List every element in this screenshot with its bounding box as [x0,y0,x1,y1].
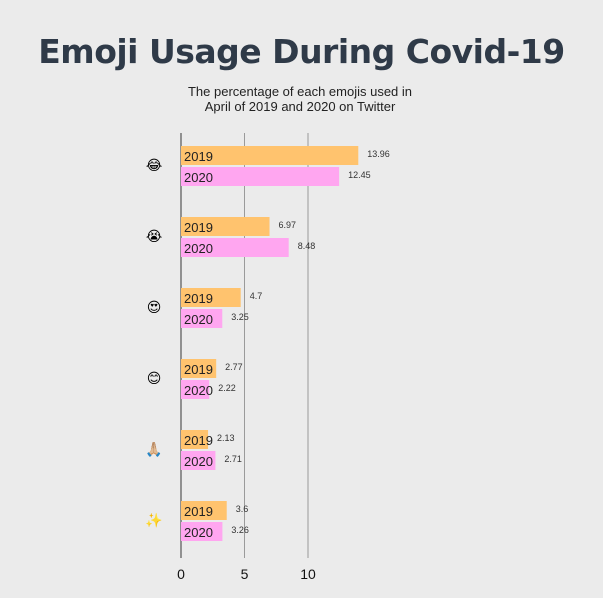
data-label: 2.22 [218,383,236,393]
bar-series-label: 2020 [184,383,213,398]
bar-series-label: 2020 [184,454,213,469]
bar-series-label: 2019 [184,291,213,306]
category-emoji-label: 😊 [147,371,162,387]
bar [181,217,270,236]
data-label: 6.97 [279,220,297,230]
bar [181,430,209,449]
bar [181,359,217,378]
bar [181,451,216,470]
bar-series-label: 2019 [184,149,213,164]
data-label: 2.71 [224,454,242,464]
bar [181,238,289,257]
bar-series-label: 2020 [184,312,213,327]
bar-series-label: 2019 [184,433,213,448]
chart-title: Emoji Usage During Covid-19 [38,32,565,71]
bar [181,522,223,541]
bar-series-label: 2020 [184,241,213,256]
category-emoji-label: 😍 [147,300,162,316]
chart-subtitle: The percentage of each emojis used in Ap… [120,84,480,114]
category-emoji-label: 😂 [146,158,162,174]
bar-series-label: 2019 [184,362,213,377]
x-tick-label: 0 [177,566,185,582]
data-label: 3.25 [231,312,249,322]
bar [181,167,340,186]
data-label: 3.6 [236,504,249,514]
subtitle-line-2: April of 2019 and 2020 on Twitter [204,99,396,114]
bar-series-label: 2020 [184,170,213,185]
data-label: 12.45 [348,170,371,180]
bar [181,146,359,165]
bar [181,288,241,307]
data-label: 13.96 [367,149,390,159]
subtitle-line-1: The percentage of each emojis used in [187,84,413,99]
category-emoji-label: 🙏🏼 [145,441,162,458]
x-tick-label: 5 [241,566,249,582]
data-label: 3.26 [231,525,249,535]
bar-series-label: 2019 [184,504,213,519]
x-tick-label: 10 [300,566,316,582]
bar [181,309,223,328]
data-label: 8.48 [298,241,316,251]
category-emoji-label: ✨ [145,512,162,529]
data-label: 4.7 [250,291,263,301]
category-emoji-label: 😭 [146,229,162,245]
bar [181,380,210,399]
data-label: 2.77 [225,362,243,372]
data-label: 2.13 [217,433,235,443]
bar-series-label: 2019 [184,220,213,235]
bar-series-label: 2020 [184,525,213,540]
bar [181,501,227,520]
